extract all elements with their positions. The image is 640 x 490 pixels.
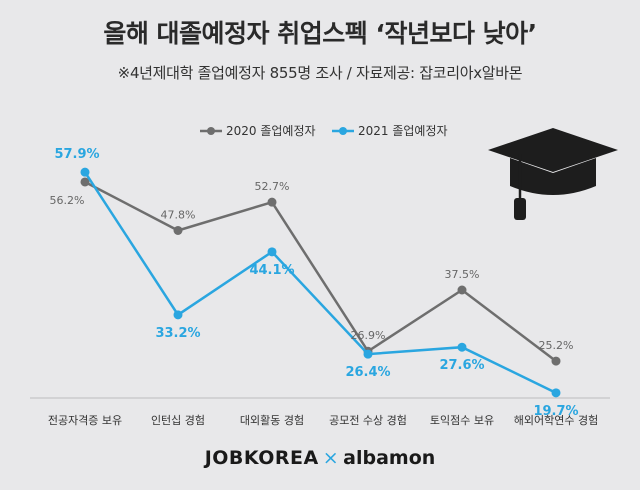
- footer-logos: JOBKOREA × albamon: [0, 447, 640, 469]
- data-label-2020: 26.9%: [351, 329, 386, 342]
- data-label-2021: 33.2%: [155, 326, 200, 341]
- data-point-2020: [457, 285, 467, 295]
- x-tick-label: 토익점수 보유: [430, 414, 494, 427]
- graduation-cap-icon: [488, 128, 618, 220]
- legend-item-2021: 2021 졸업예정자: [332, 124, 448, 138]
- data-point-2020: [267, 197, 277, 207]
- data-label-2020: 37.5%: [445, 268, 480, 281]
- data-label-2021: 44.1%: [249, 263, 294, 278]
- legend: 2020 졸업예정자 2021 졸업예정자: [200, 124, 448, 138]
- data-label-2021: 26.4%: [345, 365, 390, 380]
- x-tick-label: 공모전 수상 경험: [329, 414, 407, 427]
- line-chart: 2020 졸업예정자 2021 졸업예정자 56.2% 47.8% 52.7% 26.…: [30, 124, 618, 427]
- x-tick-label: 대외활동 경험: [240, 413, 304, 427]
- x-tick-label: 인턴십 경험: [151, 414, 205, 427]
- chart-title: 올해 대졸예정자 취업스펙 ‘작년보다 낮아’: [103, 19, 537, 48]
- chart-subtitle: ※4년제대학 졸업예정자 855명 조사 / 자료제공: 잡코리아x알바몬: [117, 64, 523, 82]
- jobkorea-logo: JOBKOREA: [204, 447, 319, 469]
- data-point-2021: [80, 167, 90, 177]
- albamon-logo: albamon: [343, 447, 436, 469]
- data-label-2021: 27.6%: [439, 358, 484, 373]
- data-point-2020: [80, 177, 90, 187]
- legend-label-2020: 2020 졸업예정자: [226, 124, 316, 138]
- data-label-2021: 57.9%: [54, 147, 99, 162]
- x-tick-label: 해외어학연수 경험: [514, 413, 598, 427]
- data-point-2021: [173, 310, 183, 320]
- data-label-2020: 25.2%: [539, 339, 574, 352]
- data-label-2020: 52.7%: [255, 180, 290, 193]
- series-line-2020: [84, 180, 557, 363]
- data-point-2021: [363, 349, 373, 359]
- data-point-2021: [457, 342, 467, 352]
- legend-label-2021: 2021 졸업예정자: [358, 124, 448, 138]
- data-point-2021: [267, 247, 277, 257]
- x-tick-label: 전공자격증 보유: [48, 414, 122, 427]
- data-point-2020: [551, 356, 561, 366]
- data-point-2020: [173, 225, 183, 235]
- logo-separator: ×: [322, 447, 340, 469]
- data-label-2021: 19.7%: [533, 404, 578, 419]
- data-label-2020: 56.2%: [50, 194, 85, 207]
- data-label-2020: 47.8%: [161, 208, 196, 221]
- data-point-2021: [551, 388, 561, 398]
- series-line-2021: [83, 171, 557, 394]
- legend-item-2020: 2020 졸업예정자: [200, 124, 316, 138]
